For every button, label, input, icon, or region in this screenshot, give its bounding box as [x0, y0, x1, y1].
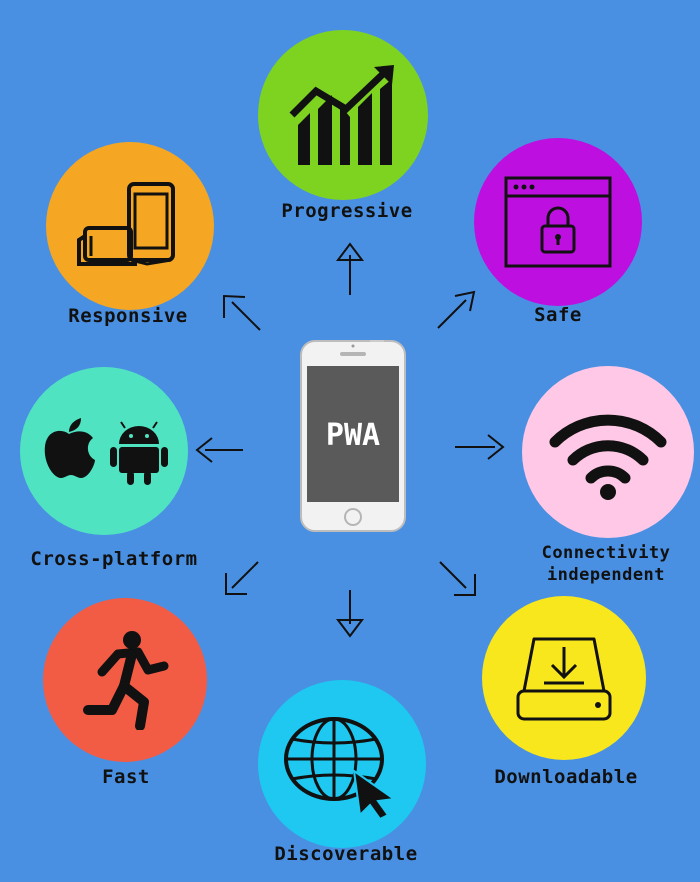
fast-label: Fast — [102, 766, 150, 788]
arrow-down-left — [225, 561, 259, 595]
arrow-left — [195, 437, 243, 463]
connectivity-label-line1: Connectivity — [541, 543, 671, 563]
runner-icon — [83, 631, 169, 730]
apple-android-icon — [44, 418, 168, 485]
smartphone-icon — [300, 340, 406, 532]
growth-chart-icon — [289, 65, 394, 165]
devices-icon — [77, 182, 175, 266]
arrow-up-left — [223, 294, 261, 331]
arrow-down — [336, 590, 364, 638]
center-title: PWA — [325, 418, 381, 453]
wifi-icon — [549, 414, 667, 500]
apple-icon — [44, 418, 95, 478]
arrow-right — [455, 434, 505, 460]
safe-label: Safe — [534, 304, 582, 326]
downloadable-label: Downloadable — [494, 766, 638, 788]
responsive-label: Responsive — [68, 305, 188, 327]
download-drive-icon — [516, 637, 612, 721]
discoverable-circle — [258, 680, 426, 848]
fast-circle — [43, 598, 207, 762]
arrow-up-right — [437, 290, 476, 329]
connectivity-circle — [522, 366, 694, 538]
browser-lock-icon — [504, 176, 612, 268]
discoverable-label: Discoverable — [274, 843, 418, 865]
connectivity-label-line2: independent — [546, 565, 666, 585]
progressive-label: Progressive — [281, 200, 413, 222]
globe-cursor-icon — [284, 717, 397, 819]
progressive-circle — [258, 30, 428, 200]
responsive-circle — [46, 142, 214, 310]
arrow-down-right — [439, 561, 476, 596]
downloadable-circle — [482, 596, 646, 760]
arrow-up — [336, 242, 364, 295]
cross-platform-circle — [20, 367, 188, 535]
connectivity-label: Connectivity independent — [542, 542, 671, 586]
cross-platform-label: Cross-platform — [30, 548, 198, 570]
safe-circle — [474, 138, 642, 306]
android-icon — [110, 421, 168, 485]
